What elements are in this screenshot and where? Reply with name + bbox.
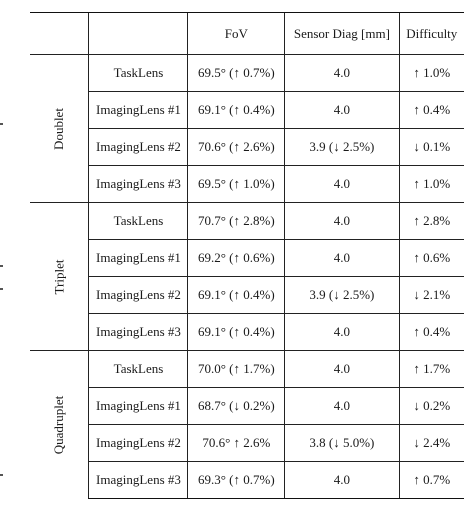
fov-cell: 70.6° ↑ 2.6% (187, 424, 285, 462)
margin-mark (0, 265, 3, 267)
lens-name: TaskLens (88, 202, 188, 240)
sensor-cell: 3.9 (↓ 2.5%) (284, 128, 400, 166)
sensor-cell: 4.0 (284, 350, 400, 388)
difficulty-cell: ↑ 0.7% (398, 461, 464, 499)
group-label-cell: Quadruplet (30, 350, 89, 499)
table-row: ImagingLens #3 69.1° (↑ 0.4%) 4.0 ↑ 0.4% (30, 313, 464, 351)
header-row: FoV Sensor Diag [mm] Difficulty (30, 12, 464, 55)
sensor-cell: 4.0 (284, 91, 400, 129)
table-row: ImagingLens #1 68.7° (↓ 0.2%) 4.0 ↓ 0.2% (30, 387, 464, 425)
difficulty-cell: ↑ 2.8% (398, 202, 464, 240)
table-row: ImagingLens #2 70.6° (↑ 2.6%) 3.9 (↓ 2.5… (30, 128, 464, 166)
sensor-cell: 3.8 (↓ 5.0%) (284, 424, 400, 462)
fov-cell: 70.6° (↑ 2.6%) (187, 128, 285, 166)
group-label-cell: Triplet (30, 202, 89, 351)
difficulty-cell: ↑ 1.0% (398, 54, 464, 92)
table-row: Triplet TaskLens 70.7° (↑ 2.8%) 4.0 ↑ 2.… (30, 202, 464, 351)
fov-cell: 69.2° (↑ 0.6%) (187, 239, 285, 277)
lens-name: ImagingLens #3 (88, 461, 188, 499)
lens-name: ImagingLens #2 (88, 276, 188, 314)
fov-cell: 70.0° (↑ 1.7%) (187, 350, 285, 388)
sensor-cell: 4.0 (284, 461, 400, 499)
difficulty-cell: ↑ 0.4% (398, 313, 464, 351)
fov-cell: 69.1° (↑ 0.4%) (187, 276, 285, 314)
difficulty-cell: ↑ 1.0% (398, 165, 464, 203)
sensor-cell: 4.0 (284, 313, 400, 351)
difficulty-cell: ↓ 2.1% (398, 276, 464, 314)
lens-name: ImagingLens #1 (88, 239, 188, 277)
group-label: Doublet (51, 107, 67, 150)
table-row: ImagingLens #3 69.5° (↑ 1.0%) 4.0 ↑ 1.0% (30, 165, 464, 203)
fov-cell: 69.3° (↑ 0.7%) (187, 461, 285, 499)
lens-name: ImagingLens #1 (88, 91, 188, 129)
lens-name: ImagingLens #3 (88, 165, 188, 203)
difficulty-cell: ↓ 0.2% (398, 387, 464, 425)
sensor-cell: 3.9 (↓ 2.5%) (284, 276, 400, 314)
group-label: Quadruplet (51, 395, 67, 454)
lens-name: ImagingLens #2 (88, 424, 188, 462)
difficulty-cell: ↑ 1.7% (398, 350, 464, 388)
group-label: Triplet (51, 259, 67, 294)
table-row: ImagingLens #2 70.6° ↑ 2.6% 3.8 (↓ 5.0%)… (30, 424, 464, 462)
difficulty-cell: ↑ 0.4% (398, 91, 464, 129)
header-sensor-diag: Sensor Diag [mm] (284, 12, 400, 55)
lens-name: ImagingLens #2 (88, 128, 188, 166)
margin-mark (0, 474, 3, 476)
table-row: Quadruplet TaskLens 70.0° (↑ 1.7%) 4.0 ↑… (30, 350, 464, 499)
table-row: ImagingLens #1 69.2° (↑ 0.6%) 4.0 ↑ 0.6% (30, 239, 464, 277)
difficulty-cell: ↓ 2.4% (398, 424, 464, 462)
header-difficulty: Difficulty (398, 12, 464, 55)
lens-name: ImagingLens #3 (88, 313, 188, 351)
header-group-cell (30, 12, 89, 55)
sensor-cell: 4.0 (284, 165, 400, 203)
sensor-cell: 4.0 (284, 54, 400, 92)
lens-name: TaskLens (88, 54, 188, 92)
fov-cell: 69.5° (↑ 1.0%) (187, 165, 285, 203)
fov-cell: 70.7° (↑ 2.8%) (187, 202, 285, 240)
header-name-cell (88, 12, 188, 55)
fov-cell: 69.1° (↑ 0.4%) (187, 313, 285, 351)
sensor-cell: 4.0 (284, 202, 400, 240)
difficulty-cell: ↓ 0.1% (398, 128, 464, 166)
group-label-cell: Doublet (30, 54, 89, 203)
table-row: ImagingLens #1 69.1° (↑ 0.4%) 4.0 ↑ 0.4% (30, 91, 464, 129)
lens-name: TaskLens (88, 350, 188, 388)
lens-name: ImagingLens #1 (88, 387, 188, 425)
header-fov: FoV (187, 12, 285, 55)
table-row: Doublet TaskLens 69.5° (↑ 0.7%) 4.0 ↑ 1.… (30, 54, 464, 203)
fov-cell: 68.7° (↓ 0.2%) (187, 387, 285, 425)
results-table: FoV Sensor Diag [mm] Difficulty Doublet … (30, 12, 464, 499)
fov-cell: 69.1° (↑ 0.4%) (187, 91, 285, 129)
sensor-cell: 4.0 (284, 387, 400, 425)
fov-cell: 69.5° (↑ 0.7%) (187, 54, 285, 92)
sensor-cell: 4.0 (284, 239, 400, 277)
margin-mark (0, 123, 3, 125)
table-row: ImagingLens #3 69.3° (↑ 0.7%) 4.0 ↑ 0.7% (30, 461, 464, 499)
margin-mark (0, 288, 3, 290)
difficulty-cell: ↑ 0.6% (398, 239, 464, 277)
table-row: ImagingLens #2 69.1° (↑ 0.4%) 3.9 (↓ 2.5… (30, 276, 464, 314)
